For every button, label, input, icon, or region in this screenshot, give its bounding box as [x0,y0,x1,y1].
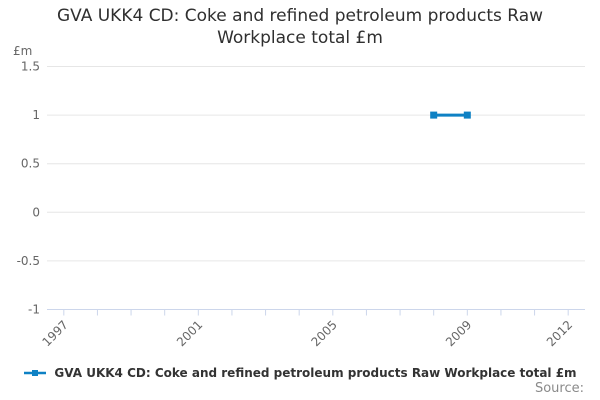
x-tick-label: 1997 [39,318,70,349]
y-tick-label: 1.5 [21,60,40,74]
x-tick-label: 2009 [443,318,474,349]
legend-label: GVA UKK4 CD: Coke and refined petroleum … [54,366,577,380]
y-tick-label: 0.5 [21,157,40,171]
x-tick-label: 2005 [308,318,339,349]
x-tick-label: 2012 [544,318,575,349]
legend[interactable]: GVA UKK4 CD: Coke and refined petroleum … [0,366,600,380]
data-point-marker [463,111,471,119]
y-tick-label: -1 [28,303,40,317]
y-axis-unit-label: £m [13,44,33,58]
chart-title: GVA UKK4 CD: Coke and refined petroleum … [56,6,544,48]
data-point-marker [430,111,438,119]
source-label: Source: [534,381,584,396]
legend-line-marker-icon [24,370,47,376]
y-tick-label: 1 [32,108,40,122]
x-tick-label: 2001 [174,318,205,349]
y-tick-label: 0 [32,205,40,219]
y-tick-label: -0.5 [17,254,40,268]
